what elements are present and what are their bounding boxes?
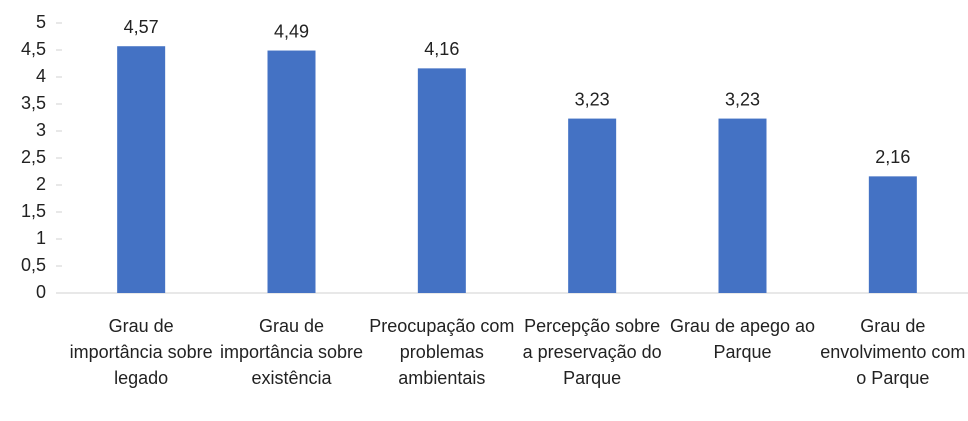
x-tick-label: Grau de envolvimento com o Parque [820, 316, 966, 388]
y-tick-label: 1 [36, 228, 46, 248]
x-tick-label: Percepção sobre a preservação do Parque [522, 316, 662, 388]
bar [718, 118, 767, 293]
y-tick-label: 0 [36, 282, 46, 302]
value-label: 2,16 [875, 147, 910, 167]
y-tick-label: 3 [36, 120, 46, 140]
x-tick-label: Grau de importância sobre legado [69, 316, 213, 388]
value-label: 4,57 [124, 17, 159, 37]
bar [868, 176, 917, 293]
value-label: 4,16 [424, 39, 459, 59]
value-label: 4,49 [274, 21, 309, 41]
y-tick-label: 4,5 [21, 39, 46, 59]
bar [117, 46, 166, 293]
bar [417, 68, 466, 293]
y-tick-label: 2,5 [21, 147, 46, 167]
value-label: 3,23 [725, 89, 760, 109]
bar [568, 118, 617, 293]
y-tick-label: 1,5 [21, 201, 46, 221]
x-tick-label: Grau de apego ao Parque [669, 316, 816, 362]
bar [267, 50, 316, 293]
value-label: 3,23 [575, 89, 610, 109]
y-tick-label: 5 [36, 12, 46, 32]
y-tick-label: 3,5 [21, 93, 46, 113]
y-tick-label: 0,5 [21, 255, 46, 275]
y-tick-label: 2 [36, 174, 46, 194]
x-tick-label: Preocupação com problemas ambientais [369, 316, 515, 388]
y-tick-label: 4 [36, 66, 46, 86]
x-tick-label: Grau de importância sobre existência [219, 316, 364, 388]
